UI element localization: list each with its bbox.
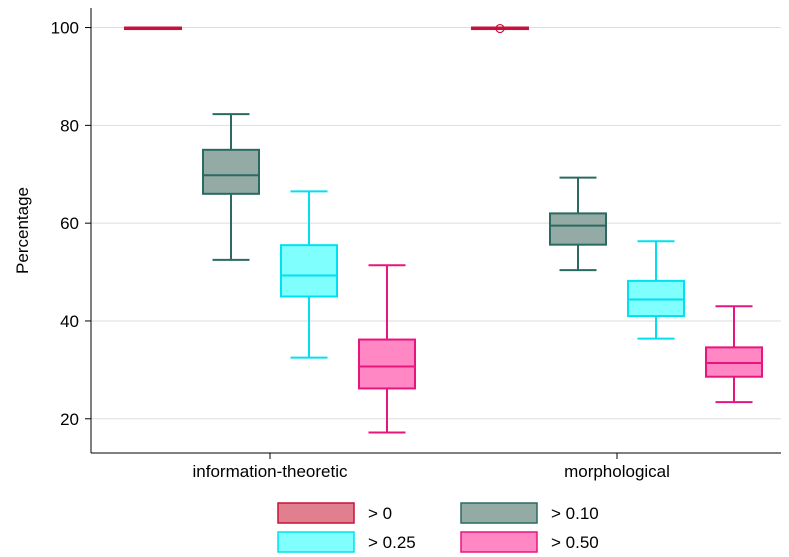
box-rect (202, 148, 260, 195)
legend-item: > 0.50 (460, 531, 599, 553)
legend: > 0 > 0.10 > 0.25 > 0.50 (277, 502, 599, 553)
legend-item: > 0 (277, 502, 392, 524)
legend-swatch (460, 502, 538, 524)
category-labels: information-theoretic morphological (193, 462, 670, 481)
box-0-0 (124, 26, 182, 31)
y-tick-label: 100 (51, 19, 79, 38)
y-tick-label: 20 (60, 410, 79, 429)
box-3-1 (705, 305, 763, 404)
box-2-0 (280, 190, 338, 359)
y-tick-label: 60 (60, 214, 79, 233)
box-rect (358, 338, 416, 390)
y-tick-label: 40 (60, 312, 79, 331)
legend-swatch (460, 531, 538, 553)
box-rect (549, 212, 607, 246)
box-1-0 (202, 113, 260, 261)
axes (85, 8, 781, 459)
y-axis-title: Percentage (13, 187, 32, 274)
boxes (124, 23, 763, 434)
y-tick-labels: 20 40 60 80 100 (51, 19, 79, 429)
box-rect (280, 244, 338, 298)
legend-label: > 0.25 (368, 533, 416, 552)
outlier-point (495, 23, 505, 34)
box-0-1 (471, 23, 529, 34)
y-tick-label: 80 (60, 116, 79, 135)
legend-label: > 0.10 (551, 504, 599, 523)
box-2-1 (627, 240, 685, 340)
category-label: information-theoretic (193, 462, 348, 481)
box-1-1 (549, 176, 607, 272)
legend-swatch (277, 531, 355, 553)
legend-label: > 0.50 (551, 533, 599, 552)
legend-label: > 0 (368, 504, 392, 523)
box-3-0 (358, 264, 416, 434)
legend-item: > 0.25 (277, 531, 416, 553)
category-label: morphological (564, 462, 670, 481)
legend-swatch (277, 502, 355, 524)
gridlines (91, 27, 781, 420)
legend-item: > 0.10 (460, 502, 599, 524)
